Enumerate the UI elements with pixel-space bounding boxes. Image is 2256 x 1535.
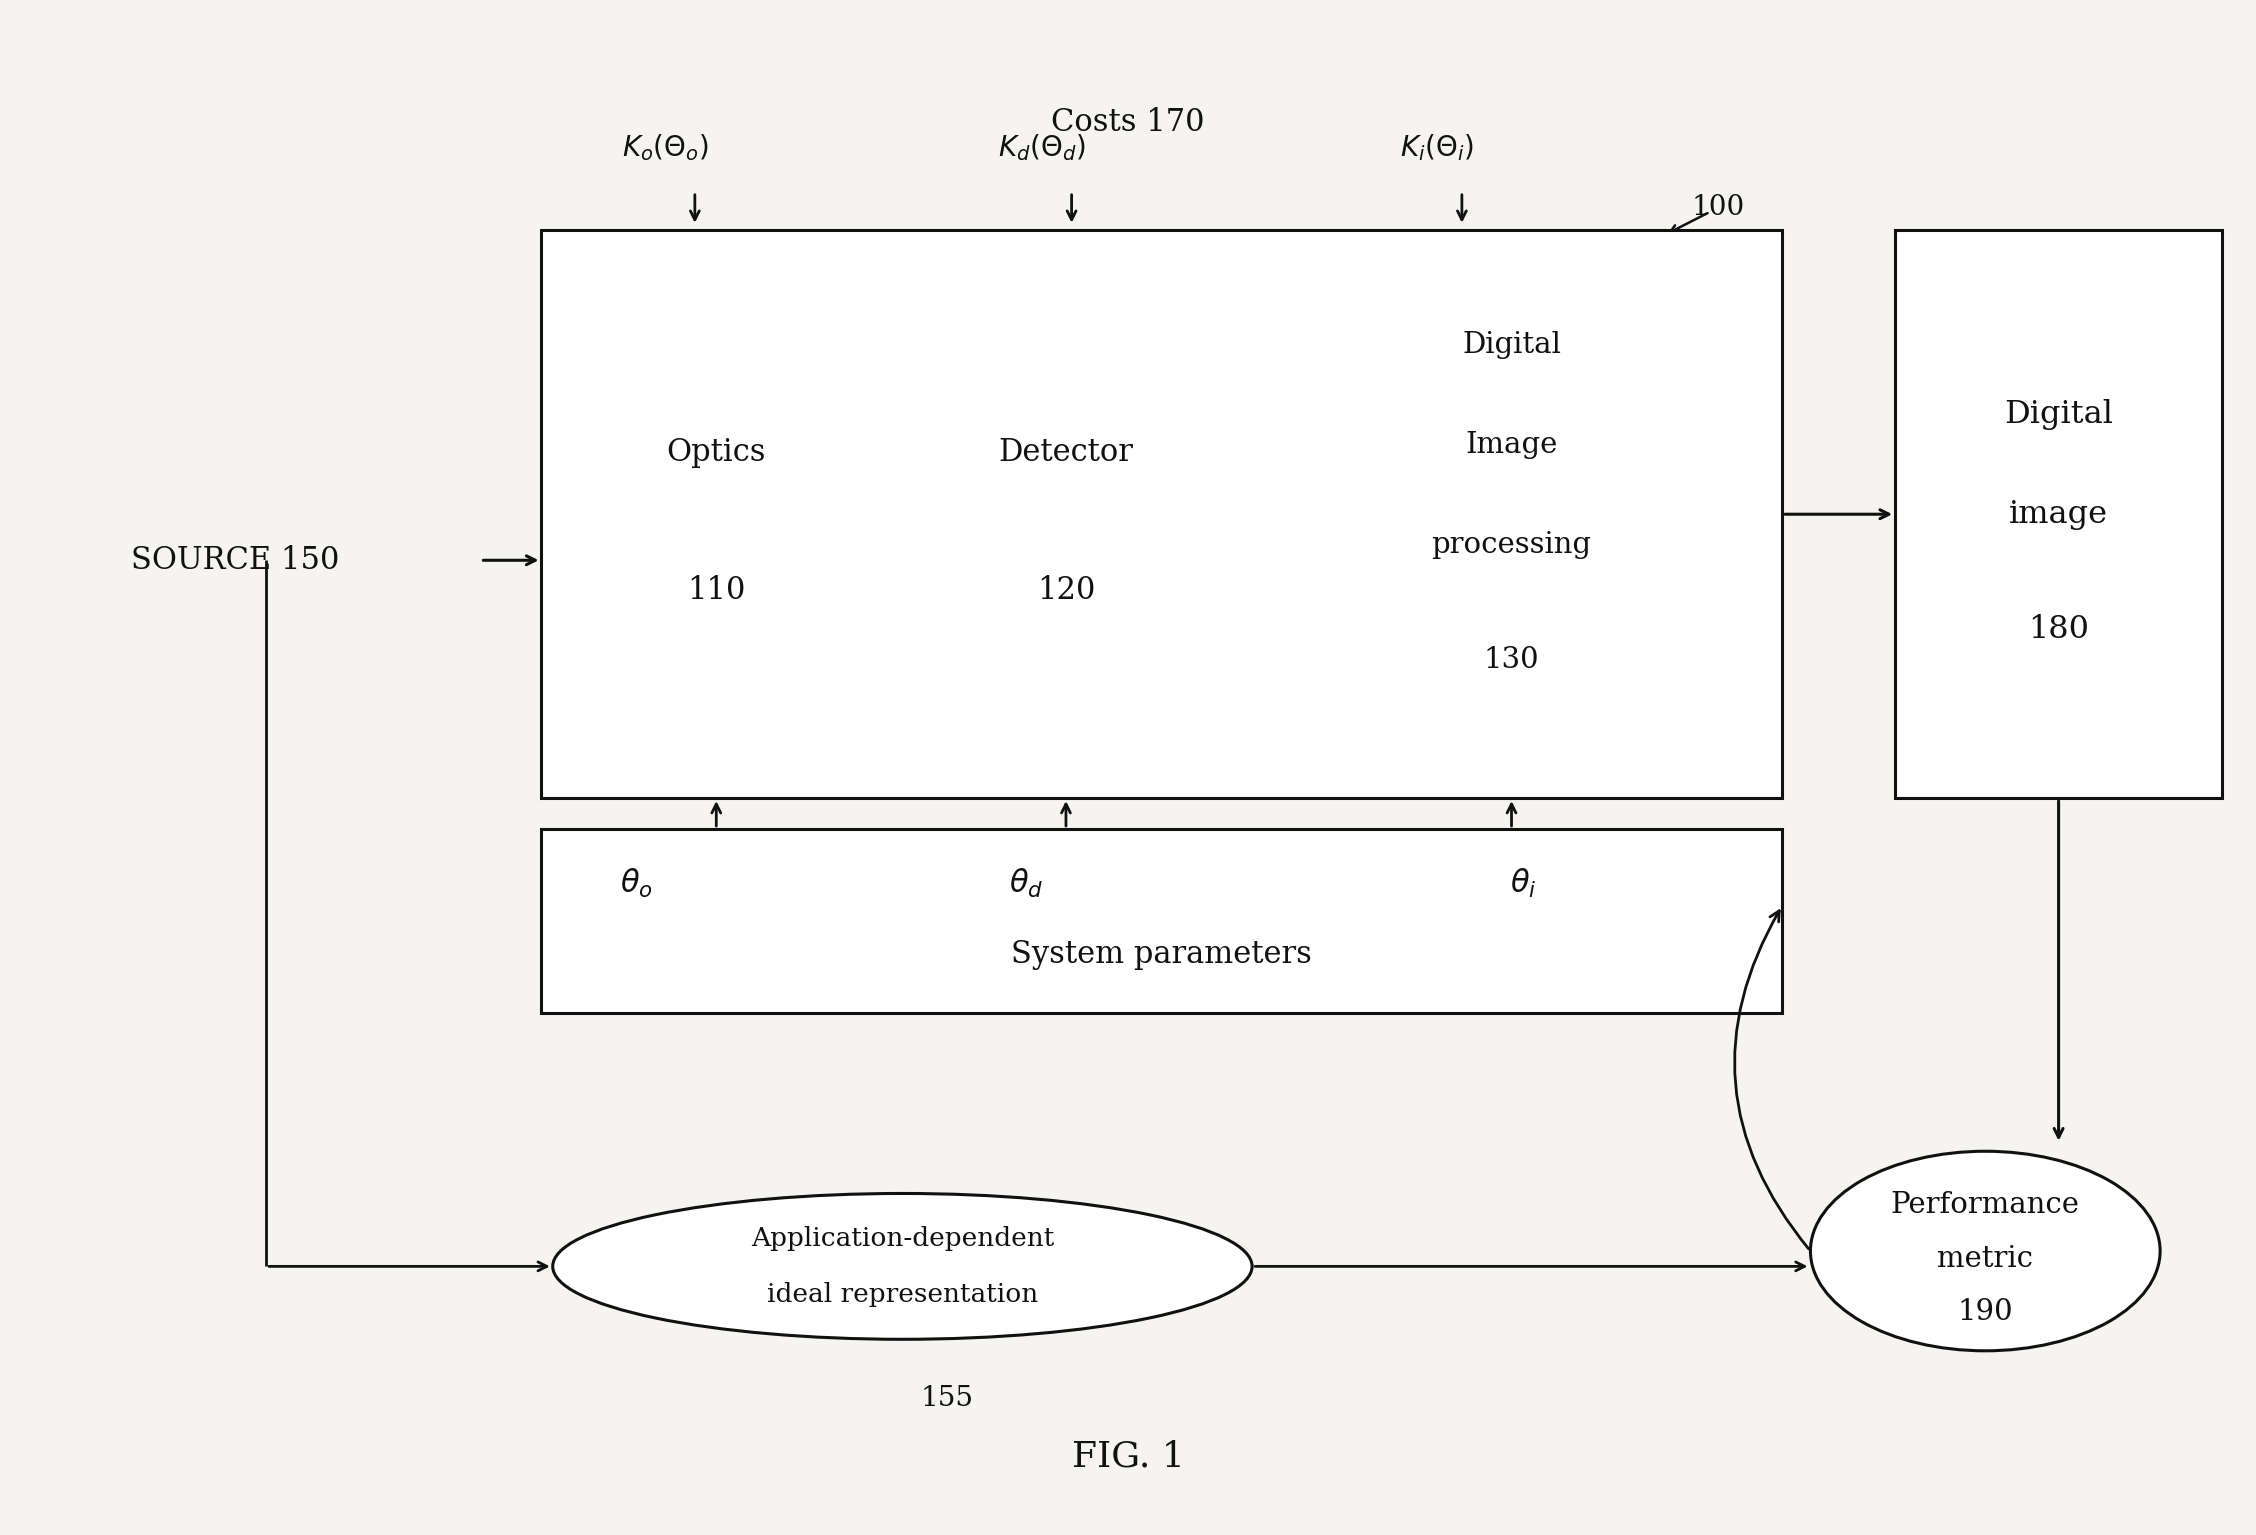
Text: 180: 180 (2028, 614, 2089, 645)
Text: image: image (2010, 499, 2107, 530)
Text: SOURCE 150: SOURCE 150 (131, 545, 338, 576)
Text: 110: 110 (688, 576, 744, 606)
Text: $K_i(\Theta_i)$: $K_i(\Theta_i)$ (1401, 132, 1473, 163)
Text: processing: processing (1433, 531, 1590, 559)
Text: ideal representation: ideal representation (767, 1282, 1038, 1306)
Text: $\theta_d$: $\theta_d$ (1008, 867, 1045, 901)
Text: $\theta_o$: $\theta_o$ (620, 867, 652, 901)
Text: Image: Image (1466, 431, 1557, 459)
Text: Application-dependent: Application-dependent (751, 1226, 1054, 1251)
Bar (541, 829, 1782, 1013)
Text: Detector: Detector (999, 437, 1133, 468)
Text: Costs 170: Costs 170 (1051, 107, 1205, 138)
Text: Digital: Digital (2003, 399, 2114, 430)
Ellipse shape (1809, 1151, 2159, 1351)
Text: System parameters: System parameters (1011, 939, 1313, 970)
Text: 130: 130 (1484, 646, 1539, 674)
Text: 100: 100 (1692, 193, 1746, 221)
Bar (1895, 230, 2222, 798)
Text: FIG. 1: FIG. 1 (1072, 1440, 1184, 1474)
Text: 155: 155 (920, 1385, 975, 1412)
Text: 120: 120 (1038, 576, 1094, 606)
Text: 190: 190 (1958, 1299, 2012, 1326)
Text: Optics: Optics (666, 437, 767, 468)
Bar (541, 230, 1782, 798)
Text: $K_d(\Theta_d)$: $K_d(\Theta_d)$ (999, 132, 1085, 163)
Text: $\theta_i$: $\theta_i$ (1509, 867, 1536, 901)
Text: metric: metric (1938, 1245, 2033, 1273)
Text: $K_o(\Theta_o)$: $K_o(\Theta_o)$ (623, 132, 708, 163)
Text: Performance: Performance (1891, 1191, 2080, 1219)
Ellipse shape (553, 1194, 1252, 1339)
Text: Digital: Digital (1462, 332, 1561, 359)
